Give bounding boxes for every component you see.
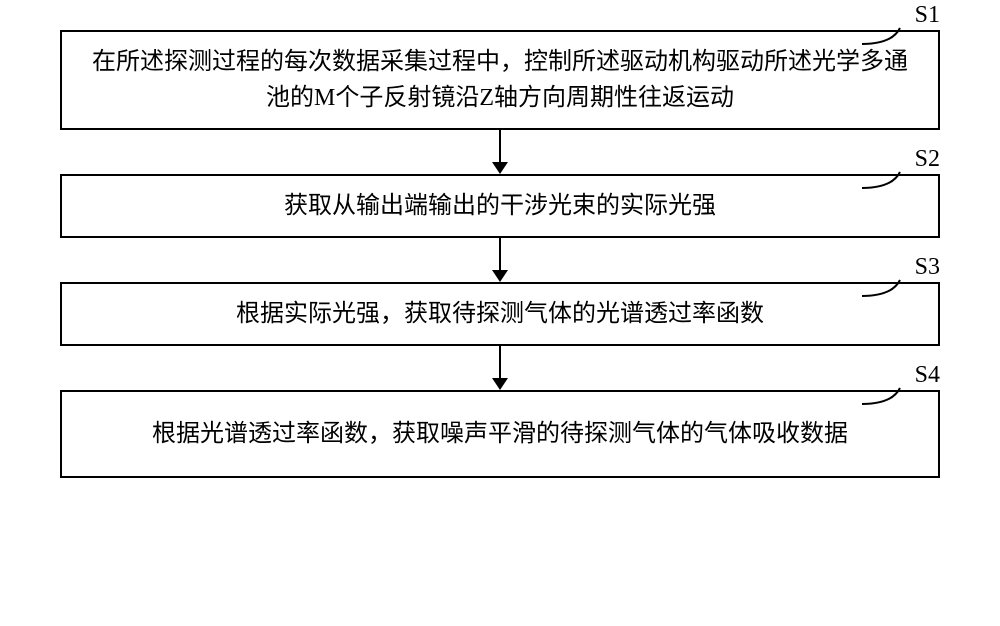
step-label: S4: [915, 362, 940, 389]
arrow-connector: [492, 346, 508, 390]
step-1-container: S1 在所述探测过程的每次数据采集过程中，控制所述驱动机构驱动所述光学多通池的M…: [40, 30, 960, 130]
step-label: S2: [915, 146, 940, 173]
arrow-head-icon: [492, 162, 508, 174]
arrow-line: [499, 346, 501, 378]
step-box: 根据实际光强，获取待探测气体的光谱透过率函数: [60, 282, 940, 346]
step-label: S3: [915, 254, 940, 281]
arrow-connector: [492, 238, 508, 282]
label-connector-curve: [862, 386, 902, 406]
step-text: 获取从输出端输出的干涉光束的实际光强: [284, 188, 716, 224]
step-text: 根据实际光强，获取待探测气体的光谱透过率函数: [236, 296, 764, 332]
label-connector-curve: [862, 170, 902, 190]
label-connector-curve: [862, 26, 902, 46]
flowchart-container: S1 在所述探测过程的每次数据采集过程中，控制所述驱动机构驱动所述光学多通池的M…: [40, 30, 960, 478]
arrow-line: [499, 130, 501, 162]
step-2-container: S2 获取从输出端输出的干涉光束的实际光强: [40, 174, 960, 238]
step-box: 根据光谱透过率函数，获取噪声平滑的待探测气体的气体吸收数据: [60, 390, 940, 478]
step-box: 在所述探测过程的每次数据采集过程中，控制所述驱动机构驱动所述光学多通池的M个子反…: [60, 30, 940, 130]
step-text: 在所述探测过程的每次数据采集过程中，控制所述驱动机构驱动所述光学多通池的M个子反…: [82, 44, 918, 116]
arrow-line: [499, 238, 501, 270]
step-text: 根据光谱透过率函数，获取噪声平滑的待探测气体的气体吸收数据: [152, 416, 848, 452]
arrow-head-icon: [492, 270, 508, 282]
arrow-connector: [492, 130, 508, 174]
step-3-container: S3 根据实际光强，获取待探测气体的光谱透过率函数: [40, 282, 960, 346]
step-label: S1: [915, 2, 940, 29]
arrow-head-icon: [492, 378, 508, 390]
step-box: 获取从输出端输出的干涉光束的实际光强: [60, 174, 940, 238]
step-4-container: S4 根据光谱透过率函数，获取噪声平滑的待探测气体的气体吸收数据: [40, 390, 960, 478]
label-connector-curve: [862, 278, 902, 298]
